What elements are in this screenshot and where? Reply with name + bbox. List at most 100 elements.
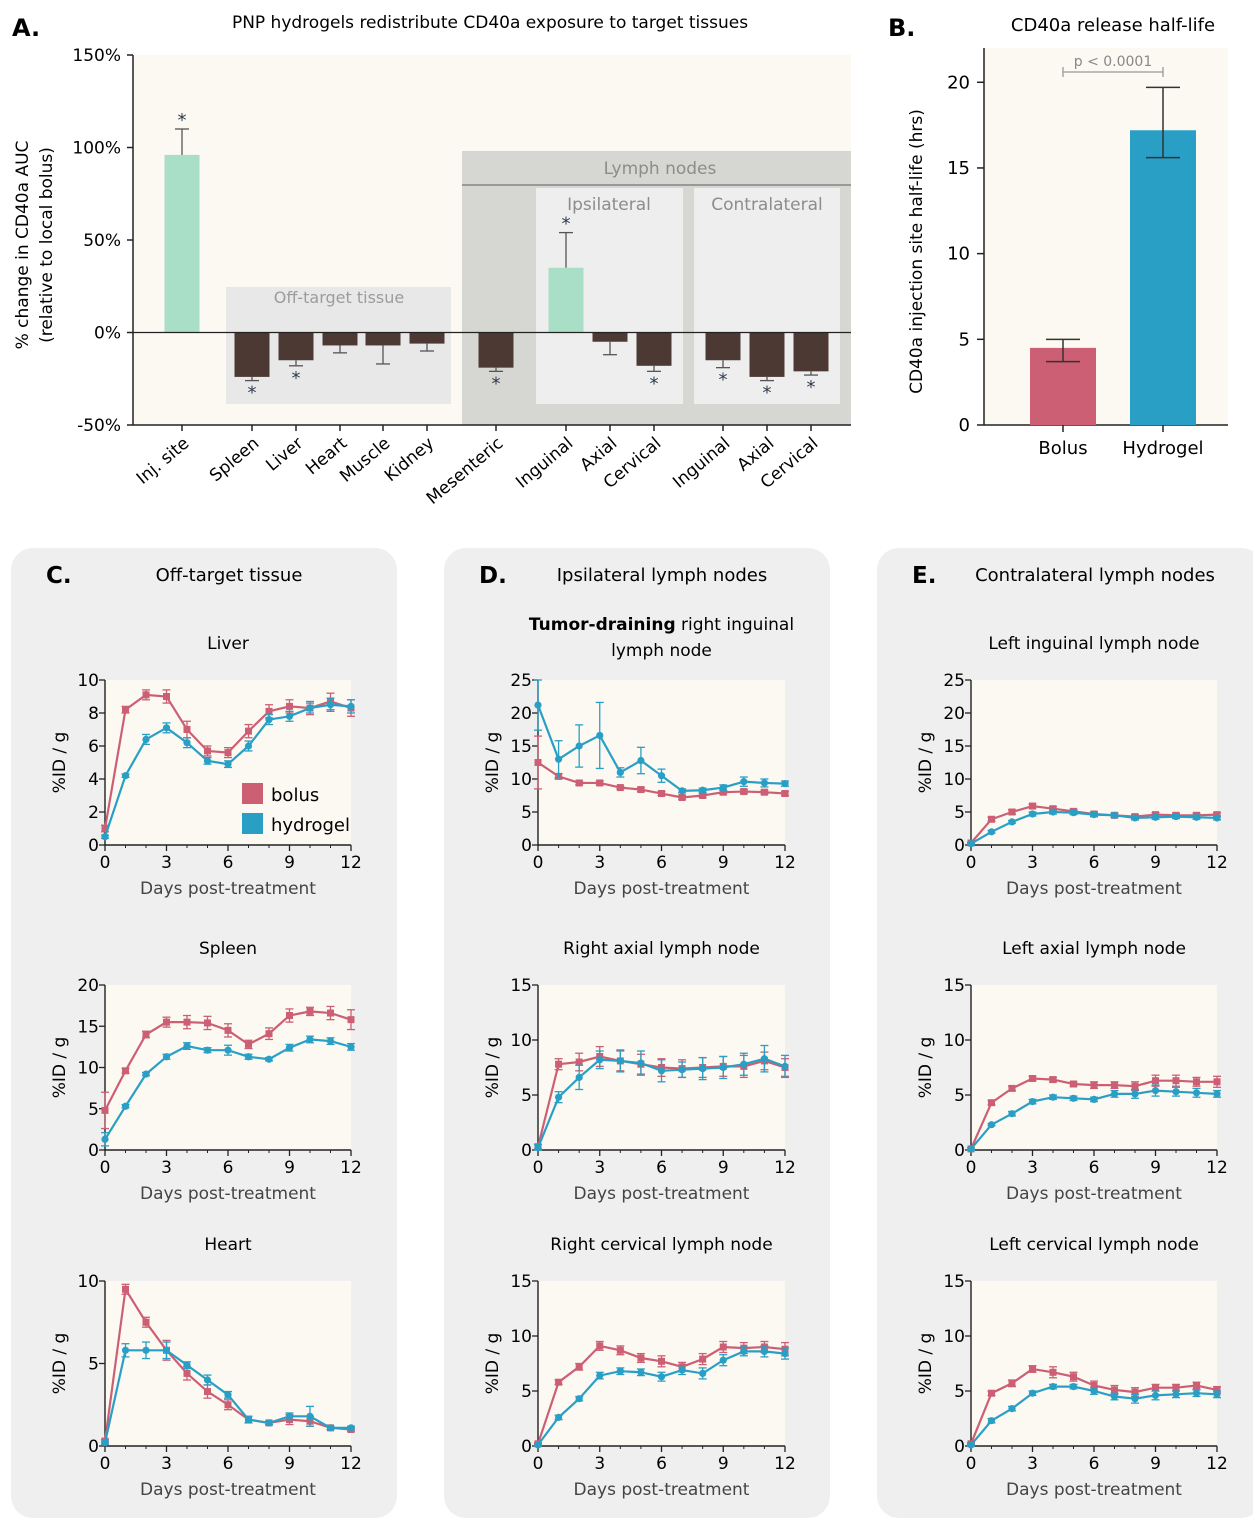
bar <box>636 332 672 366</box>
data-point <box>740 1347 748 1355</box>
data-point <box>719 788 727 796</box>
x-axis-label: Days post-treatment <box>574 1184 750 1204</box>
data-point <box>101 1135 109 1143</box>
data-point <box>244 742 253 750</box>
x-tick-label: 3 <box>594 1158 605 1178</box>
chart-title: Tumor-draining right inguinal <box>529 615 794 635</box>
x-tick-label: 9 <box>284 1454 295 1474</box>
y-tick-label: 10 <box>510 1031 532 1051</box>
x-tick-label: 12 <box>1206 853 1228 873</box>
plot-area <box>105 985 351 1150</box>
data-point <box>203 1376 212 1384</box>
data-point <box>347 1424 355 1432</box>
data-point <box>1172 1390 1180 1398</box>
data-point <box>781 790 789 798</box>
bar <box>749 332 785 377</box>
data-point <box>657 1373 666 1381</box>
x-tick-label: 0 <box>533 1454 544 1474</box>
data-point <box>616 784 624 792</box>
data-point <box>347 1016 355 1024</box>
data-point <box>616 1367 624 1375</box>
data-point <box>1172 1088 1180 1096</box>
data-point <box>1090 1387 1098 1395</box>
x-tick-label: Inguinal <box>669 434 734 493</box>
panel-letter: D. <box>479 563 507 589</box>
data-point <box>1049 1383 1057 1391</box>
y-tick-label: 20 <box>947 72 970 93</box>
data-point <box>1131 1090 1139 1098</box>
data-point <box>1028 1098 1037 1106</box>
data-point <box>1070 1080 1077 1088</box>
y-tick-label: 15 <box>943 1272 965 1292</box>
data-point <box>658 1357 665 1365</box>
data-point <box>740 778 748 786</box>
data-point <box>1131 1082 1139 1090</box>
y-axis-label: %ID / g <box>50 1037 70 1099</box>
plot-area <box>971 680 1217 845</box>
data-point <box>781 780 789 788</box>
x-tick-label: 3 <box>161 853 172 873</box>
data-point <box>1131 814 1139 822</box>
y-tick-label: 10 <box>943 1031 965 1051</box>
panel-a-chart: A. PNP hydrogels redistribute CD40a expos… <box>12 13 851 509</box>
y-tick-label: 5 <box>954 803 965 823</box>
chart-title: CD40a release half-life <box>1011 15 1215 36</box>
significance-star: * <box>719 370 728 391</box>
data-point <box>596 1342 604 1350</box>
data-point <box>142 691 150 699</box>
data-point <box>596 779 604 787</box>
data-point <box>1110 1392 1119 1401</box>
legend-label: bolus <box>271 785 319 806</box>
data-point <box>1008 1110 1016 1118</box>
y-tick-label: 0 <box>954 836 965 856</box>
y-tick-label: 25 <box>943 671 965 691</box>
plot-area <box>105 1281 351 1446</box>
data-point <box>1008 818 1016 826</box>
panel-letter: A. <box>12 14 40 42</box>
data-point <box>244 1416 253 1424</box>
x-axis-label: Days post-treatment <box>1006 1480 1182 1500</box>
data-point <box>1213 1090 1221 1098</box>
data-point <box>285 1412 294 1420</box>
data-point <box>265 716 273 724</box>
data-point <box>596 731 604 740</box>
y-tick-label: -50% <box>77 416 121 436</box>
chart-title: Left inguinal lymph node <box>988 634 1199 654</box>
x-tick-label: 12 <box>774 1454 796 1474</box>
x-axis-label: Days post-treatment <box>1006 879 1182 899</box>
data-point <box>987 828 996 836</box>
data-point <box>1090 811 1098 819</box>
x-tick-label: 6 <box>223 1454 234 1474</box>
data-point <box>142 1318 150 1326</box>
data-point <box>1008 1405 1016 1413</box>
data-point <box>1193 1078 1200 1086</box>
data-point <box>1151 1391 1160 1399</box>
data-point <box>224 1046 232 1054</box>
lymph-node-label: Lymph nodes <box>604 159 717 179</box>
data-point <box>719 783 727 792</box>
y-tick-label: 10 <box>77 1272 99 1292</box>
data-point <box>575 1073 583 1081</box>
data-point <box>1008 808 1016 816</box>
y-tick-label: 0 <box>88 836 99 856</box>
data-point <box>781 1350 789 1358</box>
data-point <box>101 1439 109 1447</box>
y-tick-label: 10 <box>510 1327 532 1347</box>
data-point <box>967 1145 975 1153</box>
data-point <box>760 1055 769 1063</box>
bar <box>365 332 401 346</box>
data-point <box>1049 1076 1057 1084</box>
y-tick-label: 5 <box>959 329 970 350</box>
data-point <box>1213 1078 1221 1086</box>
significance-star: * <box>562 214 571 235</box>
data-point <box>244 1053 253 1061</box>
y-tick-label: 0% <box>94 324 121 344</box>
y-tick-label: 5 <box>521 803 532 823</box>
data-point <box>637 786 645 794</box>
x-tick-label: 9 <box>284 853 295 873</box>
data-point <box>1069 1383 1078 1391</box>
y-tick-label: 15 <box>77 1017 99 1037</box>
data-point <box>203 757 212 765</box>
panel-letter: E. <box>912 563 936 589</box>
x-tick-label: 3 <box>594 1454 605 1474</box>
